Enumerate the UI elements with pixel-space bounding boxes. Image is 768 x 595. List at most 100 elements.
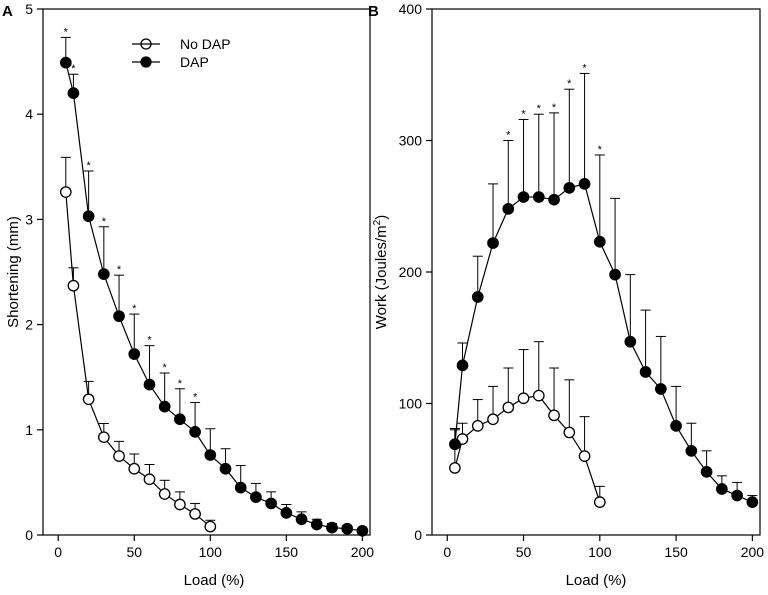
panel-a-dap-point [295, 513, 308, 526]
panel-a-y-tick-label: 3 [25, 211, 33, 227]
panel-b-no-dap-point [517, 392, 530, 405]
panel-b-dap-point [471, 291, 484, 303]
panel-b-y-axis-label-superscript: 2 [372, 219, 383, 225]
panel-b-y-axis-label-main: Work (Joules/m [373, 225, 390, 329]
panel-b-dap-point [670, 420, 682, 432]
legend: No DAP DAP [132, 36, 231, 70]
panel-b-axes: 0 50 100 150 200 0 100 200 300 400 [399, 1, 765, 560]
panel-b-dap-point [517, 191, 530, 203]
panel-b-significance-star: * [582, 62, 587, 74]
panel-b-significance-star: * [521, 108, 526, 120]
panel-b-no-dap-point [502, 401, 515, 414]
panel-b-significance-star: * [567, 78, 572, 90]
panel-b-no-dap-point [548, 409, 560, 422]
panel-b-x-tick-label: 100 [588, 544, 612, 560]
panel-b-letter: B [368, 3, 379, 20]
panel-a-dap-point [158, 400, 171, 413]
panel-a-letter: A [2, 3, 13, 20]
panel-b-dap-point [449, 438, 461, 451]
panel-a-dap-point [67, 87, 80, 100]
panel-a-no-dap-point [113, 450, 125, 462]
panel-b-y-tick-label: 300 [399, 133, 423, 149]
panel-a-significance-star: * [163, 362, 168, 374]
panel-b-x-tick-label: 50 [516, 544, 532, 560]
legend-no-dap-label: No DAP [180, 36, 231, 52]
panel-b-dap-line [454, 183, 753, 503]
panel-b-no-dap-point [593, 496, 606, 508]
panel-b-no-dap-point [449, 462, 461, 474]
panel-a-no-dap-point [158, 488, 171, 500]
panel-a-dap-point [234, 481, 247, 494]
panel-b-x-tick-label: 0 [443, 544, 451, 560]
panel-a-dap-point [310, 518, 323, 531]
panel-b-dap-point [624, 335, 637, 348]
panel-b-y-tick-label: 200 [399, 264, 423, 280]
panel-a-no-dap-point [82, 393, 95, 406]
panel-b-significance-star: * [537, 103, 542, 115]
panel-a-y-tick-label: 4 [25, 106, 33, 122]
panel-a-dap-point [97, 268, 110, 280]
panel-a-no-dap-point [128, 462, 141, 475]
panel-b-dap-point [746, 496, 759, 508]
panel-b-dap-point [456, 359, 469, 372]
panel-b-dap-point [716, 483, 728, 495]
panel-a-y-tick-label: 0 [25, 527, 33, 543]
panel-a-y-axis-label: Shortening (mm) [5, 216, 22, 328]
panel-b-significance-star: * [506, 130, 511, 142]
panel-a-no-dap-point [67, 279, 80, 292]
panel-b-y-tick-label: 400 [399, 1, 423, 17]
panel-b-dap-point [578, 178, 591, 190]
panel-a-y-tick-label: 5 [25, 1, 33, 17]
panel-a-significance-star: * [64, 26, 69, 38]
panel-b-dap-point [639, 366, 652, 378]
panel-a-dap-point [356, 524, 369, 537]
legend-dap-marker [140, 56, 152, 68]
panel-a-dap-point [326, 521, 338, 534]
panel-b-frame [431, 8, 761, 536]
panel-b-dap-point [609, 268, 621, 281]
panel-a-y-tick-label: 2 [25, 317, 33, 333]
panel-b-dap-point [548, 193, 560, 206]
panel-b-x-tick-label: 150 [664, 544, 688, 560]
panel-a-dap-point [219, 462, 232, 475]
panel-a-dap-point [341, 522, 354, 535]
panel-a-dap-point [143, 378, 156, 391]
panel-a-shortening-chart: A 0 50 100 150 200 0 1 2 3 4 5 * * * * * * * * * * Load (%)… [2, 1, 374, 589]
panel-a-no-dap-point [174, 498, 186, 511]
panel-b-x-tick-label: 200 [741, 544, 765, 560]
panel-b-significance-star: * [552, 102, 557, 114]
panel-a-significance-star: * [71, 63, 76, 75]
panel-a-significance-star: * [193, 391, 198, 403]
panel-b-dap-point [487, 237, 499, 249]
panel-a-no-dap-point [59, 186, 72, 198]
panel-a-x-tick-label: 100 [199, 544, 223, 560]
panel-a-x-tick-label: 50 [126, 544, 142, 560]
panel-a-no-dap-point [204, 520, 217, 533]
panel-b-no-dap-line [454, 394, 601, 503]
panel-a-x-tick-label: 150 [275, 544, 299, 560]
panel-a-significance-star: * [147, 335, 152, 347]
panel-a-significance-star: * [86, 160, 91, 172]
panel-a-no-dap-point [143, 473, 156, 486]
panel-b-dap-point [654, 383, 667, 395]
panel-a-dap-point [204, 449, 217, 461]
panel-a-significance-star: * [178, 378, 183, 390]
panel-b-no-dap-point [471, 420, 484, 432]
panel-a-dap-point [174, 413, 186, 426]
panel-a-significance-star: * [102, 216, 107, 228]
panel-a-significance-star: * [132, 303, 137, 315]
panel-a-x-tick-label: 0 [54, 544, 62, 560]
panel-a-no-dap-point [189, 508, 201, 520]
panel-b-significance-star: * [598, 144, 603, 156]
panel-a-plot-area: * * * * * * * * * * [59, 26, 369, 537]
panel-a-no-dap-point [97, 431, 110, 444]
panel-a-frame [42, 8, 371, 536]
panel-a-dap-point [250, 491, 262, 503]
panel-a-dap-point [113, 310, 125, 323]
panel-b-dap-point [593, 235, 606, 248]
panel-b-no-dap-point [487, 413, 499, 426]
panel-a-significance-star: * [117, 264, 122, 276]
panel-b-y-axis-label: Work (Joules/m2) [372, 215, 390, 329]
panel-a-dap-point [59, 56, 72, 69]
panel-a-dap-point [128, 348, 141, 360]
